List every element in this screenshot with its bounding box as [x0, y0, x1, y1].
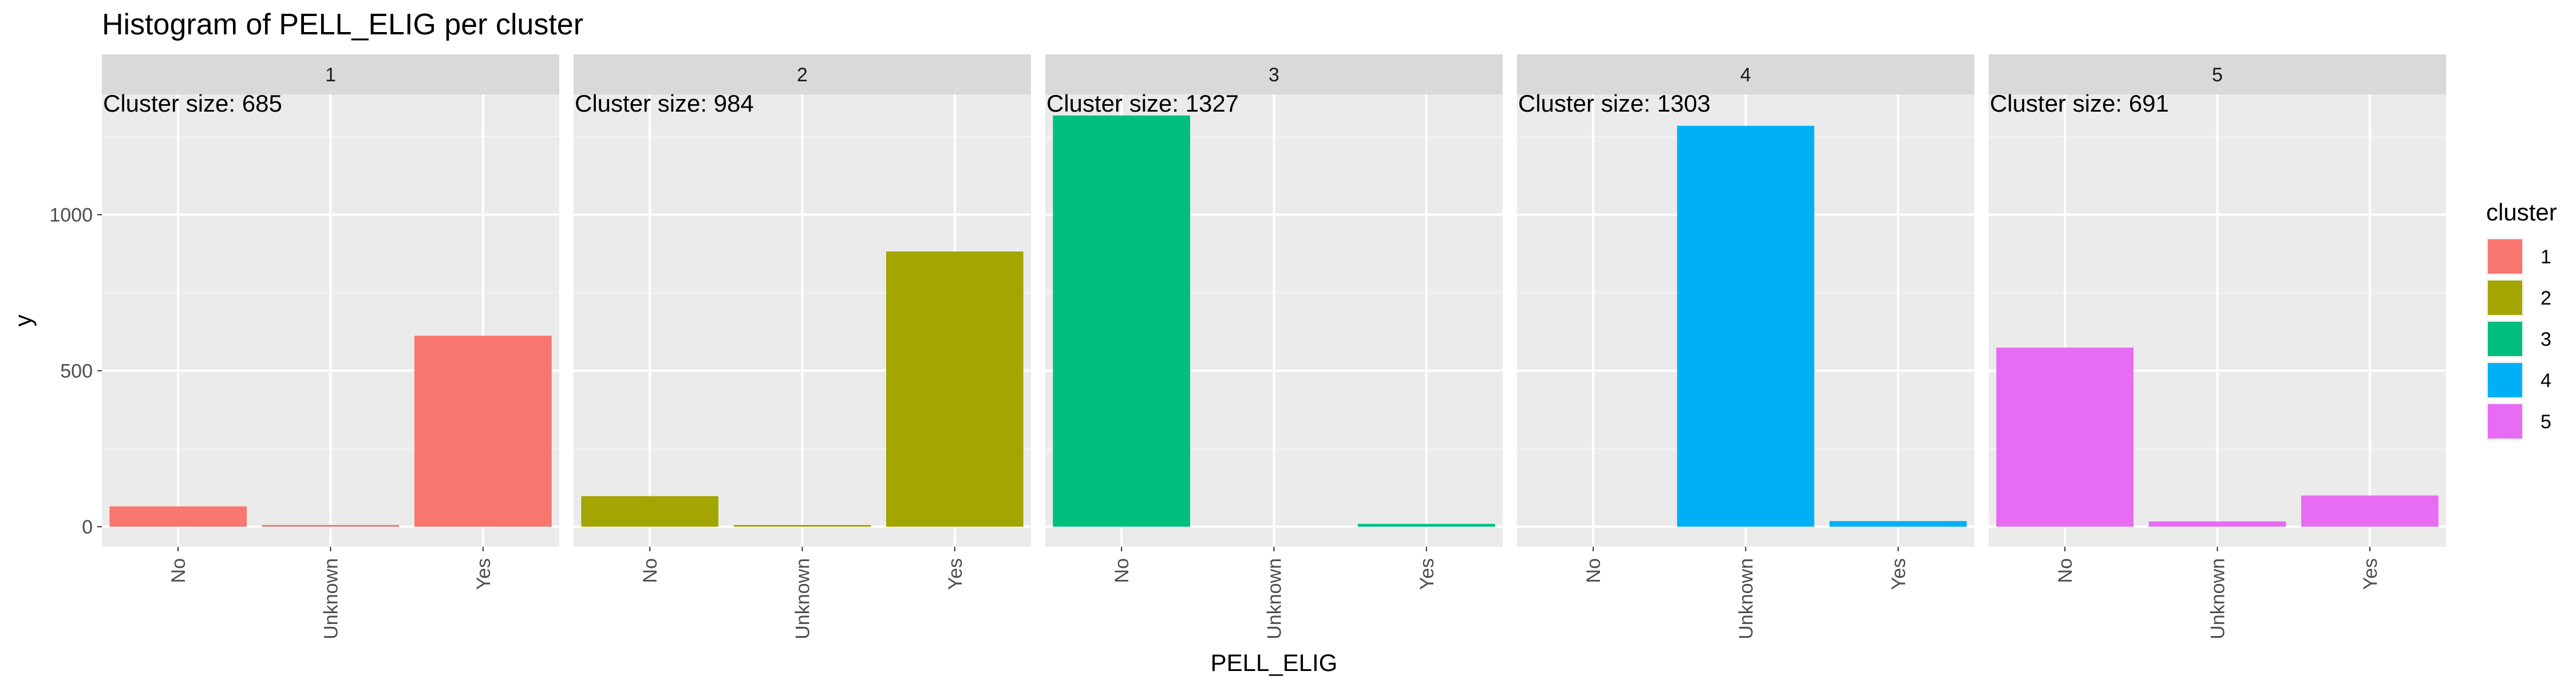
legend-label: 2 — [2541, 287, 2551, 309]
x-tick-label: Unknown — [2207, 558, 2229, 639]
facet-strip — [574, 54, 1031, 94]
legend-key — [2488, 322, 2522, 356]
facet-strip — [1517, 54, 1974, 94]
x-tick-label: Unknown — [321, 558, 342, 639]
facet-strip — [102, 54, 559, 94]
y-tick-label: 500 — [60, 361, 93, 382]
cluster-size-annotation: Cluster size: 685 — [103, 90, 282, 117]
facet-panel: 1 Cluster size: 685 No Unknown Yes — [102, 54, 559, 639]
cluster-size-annotation: Cluster size: 691 — [1990, 90, 2169, 117]
facet-strip-label: 2 — [797, 64, 808, 86]
legend: cluster 1 2 3 4 5 — [2486, 199, 2557, 440]
bar — [1357, 524, 1495, 527]
facet-strip-label: 3 — [1269, 64, 1279, 86]
bar — [2148, 521, 2286, 527]
legend-label: 4 — [2541, 370, 2551, 392]
facet-panels: 1 Cluster size: 685 No Unknown Yes 2 Cluster s… — [102, 54, 2446, 639]
x-tick-label: Yes — [473, 558, 495, 590]
facet-panel: 5 Cluster size: 691 No Unknown Yes — [1989, 54, 2446, 639]
bar — [1677, 125, 1815, 527]
x-tick-label: No — [1111, 558, 1133, 583]
facet-panel: 4 Cluster size: 1303 No Unknown Yes — [1517, 54, 1974, 639]
bar — [414, 335, 552, 527]
y-tick-label: 0 — [82, 516, 93, 538]
x-tick-label: Unknown — [1264, 558, 1286, 639]
x-tick-label: No — [2055, 558, 2076, 583]
legend-key — [2488, 239, 2522, 274]
x-tick-label: No — [639, 558, 661, 583]
x-tick-label: Yes — [1416, 558, 1438, 590]
bar — [1996, 348, 2134, 527]
x-tick-label: Yes — [2360, 558, 2381, 590]
chart-title: Histogram of PELL_ELIG per cluster — [102, 8, 583, 41]
y-tick-label: 1000 — [49, 204, 93, 226]
facet-strip-label: 1 — [325, 64, 336, 86]
facet-panel: 3 Cluster size: 1327 No Unknown Yes — [1045, 54, 1503, 639]
legend-key — [2488, 404, 2522, 439]
legend-label: 3 — [2541, 329, 2551, 350]
x-tick-label: Yes — [1888, 558, 1910, 590]
cluster-size-annotation: Cluster size: 1327 — [1046, 90, 1239, 117]
x-tick-label: Yes — [945, 558, 966, 590]
facet-panel: 2 Cluster size: 984 No Unknown Yes — [574, 54, 1031, 639]
x-tick-label: Unknown — [792, 558, 814, 639]
bar — [733, 525, 871, 527]
legend-label: 1 — [2541, 246, 2551, 268]
facet-strip-label: 5 — [2212, 64, 2223, 86]
bar — [109, 506, 247, 527]
bar — [886, 251, 1024, 527]
facet-strip-label: 4 — [1740, 64, 1751, 86]
cluster-size-annotation: Cluster size: 1303 — [1518, 90, 1710, 117]
cluster-size-annotation: Cluster size: 984 — [575, 90, 754, 117]
x-axis-title: PELL_ELIG — [1211, 649, 1338, 676]
x-tick-label: Unknown — [1736, 558, 1757, 639]
bar — [581, 496, 719, 527]
legend-title: cluster — [2486, 199, 2557, 226]
legend-key — [2488, 363, 2522, 397]
x-tick-label: No — [168, 558, 189, 583]
bar — [1053, 115, 1191, 527]
bar — [1829, 521, 1967, 527]
x-tick-label: No — [1583, 558, 1605, 583]
bar — [262, 525, 400, 527]
legend-key — [2488, 281, 2522, 315]
y-axis-title: y — [10, 315, 37, 327]
facet-strip — [1045, 54, 1503, 94]
legend-label: 5 — [2541, 411, 2551, 433]
y-axis: 0 500 1000 — [49, 204, 102, 538]
facet-strip — [1989, 54, 2446, 94]
bar — [2301, 495, 2439, 527]
